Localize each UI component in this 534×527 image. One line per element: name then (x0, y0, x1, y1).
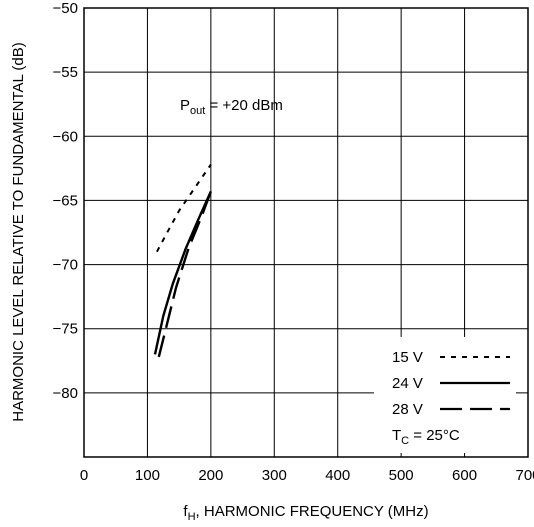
x-tick-label: 500 (389, 467, 414, 484)
y-tick-label: −50 (53, 0, 78, 17)
y-tick-label: −55 (53, 64, 78, 81)
x-tick-labels: 0 100 200 300 400 500 600 700 (80, 467, 534, 484)
legend-temperature: TC = 25°C (392, 427, 460, 447)
y-tick-label: −80 (53, 385, 78, 402)
legend-label-15v: 15 V (392, 349, 423, 366)
legend-temperature-sub: C (401, 435, 409, 447)
legend-label-24v: 24 V (392, 375, 423, 392)
legend-temperature-main: T (392, 427, 401, 444)
legend-temperature-rest: = 25°C (409, 427, 460, 444)
x-tick-label: 400 (325, 467, 350, 484)
legend: 15 V 24 V 28 V TC = 25°C (374, 337, 516, 453)
x-axis-title-main: f (183, 503, 188, 520)
x-tick-label: 300 (262, 467, 287, 484)
series-line-28v (157, 190, 213, 358)
series-line-15v (156, 163, 212, 253)
series-lines (153, 163, 213, 358)
y-tick-label: −70 (53, 257, 78, 274)
y-tick-label: −65 (53, 192, 78, 209)
power-annotation-rest: = +20 dBm (205, 97, 283, 114)
y-axis-title: HARMONIC LEVEL RELATIVE TO FUNDAMENTAL (… (10, 42, 27, 422)
x-tick-label: 700 (515, 467, 534, 484)
y-tick-label: −75 (53, 321, 78, 338)
series-line-24v (153, 190, 212, 355)
power-annotation-sub: out (190, 105, 205, 117)
power-annotation: Pout = +20 dBm (180, 97, 283, 117)
x-tick-label: 200 (198, 467, 223, 484)
grid-lines (84, 8, 528, 457)
x-tick-label: 100 (135, 467, 160, 484)
x-axis-title-sub: H (188, 511, 196, 523)
legend-label-28v: 28 V (392, 401, 423, 418)
plot-frame (83, 7, 529, 458)
x-tick-label: 0 (80, 467, 88, 484)
x-axis-title-rest: , HARMONIC FREQUENCY (MHz) (196, 503, 429, 520)
x-axis-title: fH, HARMONIC FREQUENCY (MHz) (183, 503, 428, 523)
y-tick-labels: −50 −55 −60 −65 −70 −75 −80 (53, 0, 78, 402)
power-annotation-main: P (180, 97, 190, 114)
x-tick-label: 600 (452, 467, 477, 484)
y-tick-label: −60 (53, 128, 78, 145)
